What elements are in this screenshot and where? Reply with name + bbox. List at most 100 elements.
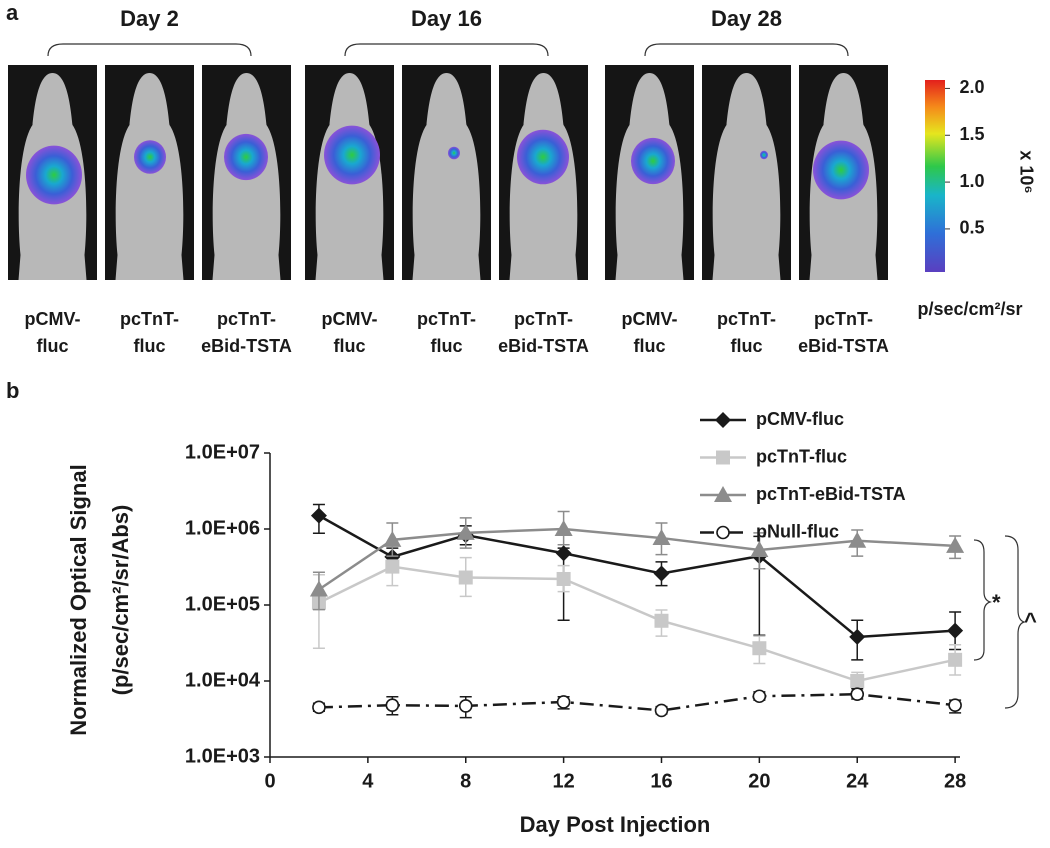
x-tick-label: 28: [944, 770, 966, 792]
legend-label: pcTnT-eBid-TSTA: [756, 484, 906, 504]
sample-label: fluc: [430, 336, 462, 356]
colorbar-tick-label: 1.0: [959, 171, 984, 191]
day-label: Day 2: [120, 6, 179, 31]
sample-label: pcTnT-: [217, 309, 276, 329]
data-point: [310, 507, 327, 524]
annotation: ^: [1024, 608, 1037, 633]
data-point: [555, 545, 572, 562]
legend-marker: [716, 525, 730, 540]
x-tick-label: 8: [460, 770, 471, 792]
colorbar-unit: p/sec/cm²/sr: [917, 299, 1022, 319]
legend-label: pNull-fluc: [756, 521, 839, 541]
data-point: [383, 530, 402, 547]
bracket: [644, 43, 849, 57]
bracket: [973, 539, 992, 661]
y-axis-label: Normalized Optical Signal: [66, 464, 91, 735]
y-tick-label: 1.0E+04: [185, 669, 261, 691]
sample-label: pCMV-: [622, 309, 678, 329]
bracket: [47, 43, 252, 57]
sample-label: pcTnT-: [717, 309, 776, 329]
signal: [224, 133, 268, 181]
sample-label: eBid-TSTA: [798, 336, 889, 356]
mouse: [412, 73, 481, 280]
y-axis-label: (p/sec/cm²/sr/Abs): [108, 505, 133, 696]
bracket: [1004, 535, 1026, 709]
data-point: [458, 699, 473, 713]
data-point: [556, 695, 571, 709]
sample-label: fluc: [36, 336, 68, 356]
data-point: [850, 674, 865, 688]
sample-label: fluc: [730, 336, 762, 356]
mouse: [115, 73, 184, 280]
data-point: [850, 687, 865, 702]
signal: [134, 140, 166, 174]
signal: [324, 125, 380, 185]
sample-label: fluc: [133, 336, 165, 356]
data-point: [947, 622, 964, 639]
annotation: *: [992, 590, 1001, 615]
colorbar-tick-label: 0.5: [959, 218, 984, 238]
series-line: [318, 527, 956, 591]
data-point: [654, 613, 669, 628]
data-point: [456, 523, 475, 540]
sample-label: pCMV-: [322, 309, 378, 329]
data-point: [946, 536, 965, 553]
day-label: Day 28: [711, 6, 782, 31]
series-line: [318, 692, 956, 712]
sample-label: pCMV-: [25, 309, 81, 329]
signal: [517, 129, 569, 185]
data-point: [752, 641, 767, 656]
data-point: [848, 531, 867, 548]
sample-label: eBid-TSTA: [498, 336, 589, 356]
y-tick-label: 1.0E+05: [185, 593, 260, 615]
data-point: [654, 703, 669, 718]
sample-label: pcTnT-: [120, 309, 179, 329]
data-point: [385, 559, 400, 574]
day-label: Day 16: [411, 6, 482, 31]
data-point: [652, 529, 671, 546]
data-point: [948, 698, 962, 713]
sample-label: fluc: [633, 336, 665, 356]
data-point: [752, 689, 767, 704]
series-line: [318, 565, 956, 683]
x-tick-label: 0: [264, 770, 275, 792]
mouse: [712, 73, 781, 280]
sample-label: eBid-TSTA: [201, 336, 292, 356]
sample-label: pcTnT-: [814, 309, 873, 329]
data-point: [750, 540, 769, 557]
data-point: [458, 570, 473, 585]
signal: [631, 137, 675, 185]
signal: [448, 146, 460, 160]
x-tick-label: 4: [362, 770, 374, 792]
signal: [760, 150, 768, 160]
colorbar: [925, 80, 945, 272]
data-point: [385, 698, 400, 713]
x-tick-label: 20: [748, 770, 770, 792]
sample-label: pcTnT-: [417, 309, 476, 329]
sample-label: fluc: [333, 336, 365, 356]
panel-label: b: [6, 378, 19, 403]
x-tick-label: 16: [650, 770, 672, 792]
signal: [26, 145, 82, 205]
data-point: [653, 565, 670, 582]
colorbar-tick-label: 2.0: [959, 77, 984, 97]
data-point: [948, 652, 963, 667]
legend-label: pCMV-fluc: [756, 409, 844, 429]
data-point: [556, 571, 571, 586]
legend-marker: [715, 412, 731, 428]
panel-label: a: [6, 0, 19, 25]
data-point: [312, 700, 326, 715]
data-point: [849, 628, 866, 645]
data-point: [554, 520, 573, 536]
y-tick-label: 1.0E+03: [185, 745, 260, 767]
signal: [813, 140, 869, 200]
colorbar-tick-label: 1.5: [959, 124, 984, 144]
sample-label: pcTnT-: [514, 309, 573, 329]
series-line: [318, 514, 956, 639]
colorbar-multiplier: x 10⁶: [1016, 150, 1036, 193]
data-point: [309, 580, 328, 597]
x-tick-label: 24: [846, 770, 869, 792]
y-tick-label: 1.0E+07: [185, 441, 260, 463]
legend-label: pcTnT-fluc: [756, 446, 847, 466]
